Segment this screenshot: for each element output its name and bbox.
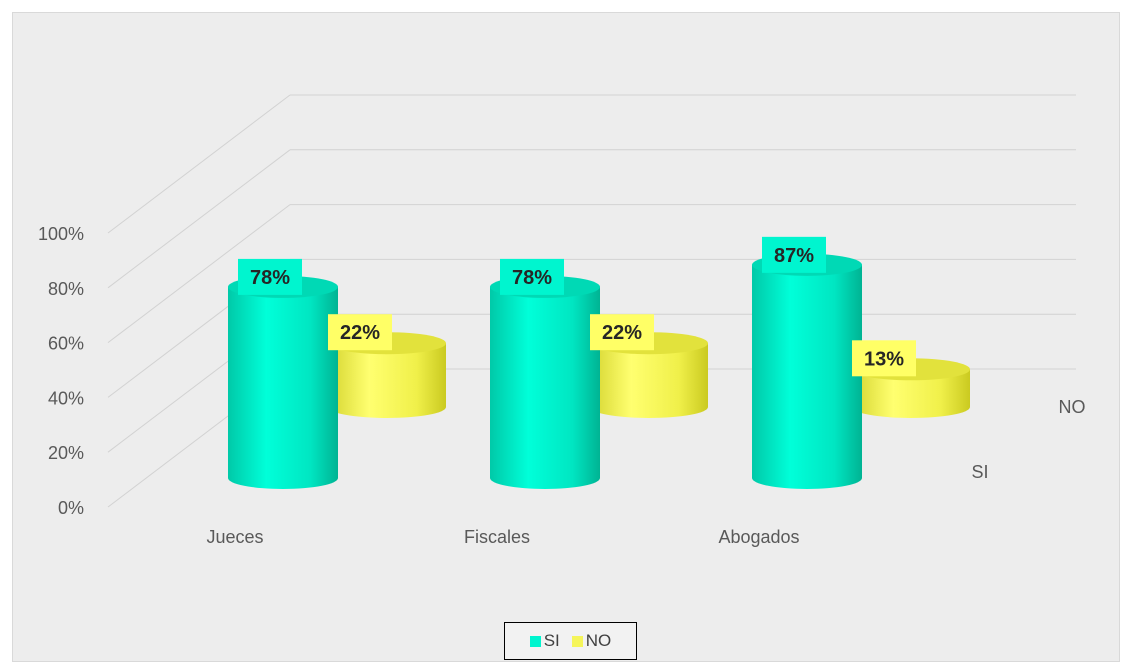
chart-legend: SI NO <box>504 622 637 660</box>
y-tick-label: 40% <box>48 388 84 408</box>
x-category-label: Fiscales <box>464 527 530 547</box>
data-label: 78% <box>500 258 564 295</box>
svg-text:13%: 13% <box>864 348 904 370</box>
legend-swatch-si <box>529 635 541 647</box>
y-tick-label: 100% <box>38 224 84 244</box>
bar-si-jueces <box>228 275 338 489</box>
y-tick-label: 80% <box>48 279 84 299</box>
gridline-side <box>107 149 291 289</box>
y-tick-label: 20% <box>48 443 84 463</box>
y-tick-label: 0% <box>58 498 84 518</box>
gridline-side <box>107 204 291 343</box>
svg-text:22%: 22% <box>602 322 642 344</box>
svg-text:78%: 78% <box>512 267 552 289</box>
data-label: 87% <box>762 236 826 273</box>
legend-label-no: NO <box>585 631 612 650</box>
gridline-side <box>107 94 291 234</box>
svg-text:22%: 22% <box>340 322 380 344</box>
data-label: 13% <box>852 340 916 377</box>
bar-si-fiscales <box>490 275 600 489</box>
depth-axis-label: SI <box>971 462 988 482</box>
depth-axis-label: NO <box>1059 397 1086 417</box>
x-category-label: Jueces <box>206 527 263 547</box>
data-label: 22% <box>590 314 654 351</box>
legend-label-si: SI <box>543 631 560 650</box>
y-tick-label: 60% <box>48 334 84 354</box>
legend-swatch-no <box>571 635 583 647</box>
svg-text:87%: 87% <box>774 245 814 267</box>
data-label: 78% <box>238 258 302 295</box>
x-category-label: Abogados <box>718 527 799 547</box>
data-label: 22% <box>328 314 392 351</box>
bar-si-abogados <box>752 253 862 489</box>
legend-item-si: SI <box>529 631 560 651</box>
legend-item-no: NO <box>571 631 612 651</box>
svg-text:78%: 78% <box>250 267 290 289</box>
